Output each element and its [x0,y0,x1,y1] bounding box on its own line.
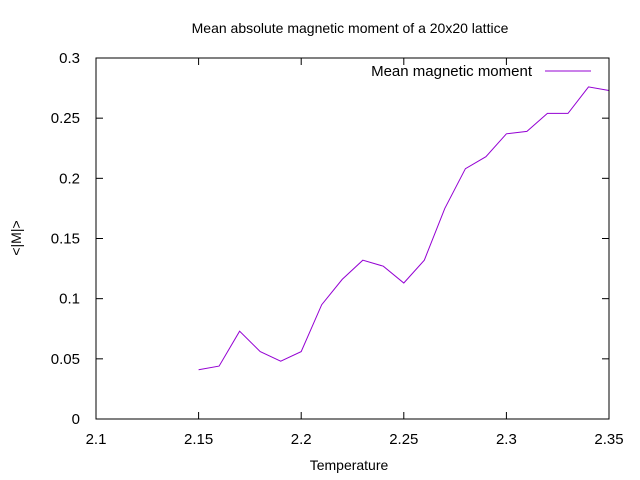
y-tick-label: 0.1 [59,291,80,308]
axis-ticks: 2.1 2.15 2.2 2.25 2.3 2.35 0 0.05 0.1 0.15 0.2 0.25… [51,50,624,448]
x-tick-label: 2.1 [86,431,107,448]
x-tick-label: 2.15 [184,431,213,448]
x-axis-label: Temperature [310,457,389,473]
y-tick-label: 0.05 [51,351,80,368]
legend: Mean magnetic moment [371,63,591,80]
y-tick-label: 0.2 [59,170,80,187]
series-line-mean-magnetic-moment [198,86,610,371]
y-tick-label: 0 [72,411,80,428]
chart-title: Mean absolute magnetic moment of a 20x20… [192,20,509,36]
y-tick-label: 0.25 [51,110,80,127]
legend-label: Mean magnetic moment [371,63,533,80]
x-tick-label: 2.25 [389,431,418,448]
x-tick-label: 2.2 [291,431,312,448]
y-axis-label: <|M|> [8,220,24,255]
plot-frame [95,57,610,420]
y-tick-label: 0.15 [51,231,80,248]
x-tick-label: 2.35 [594,431,623,448]
x-tick-label: 2.3 [496,431,517,448]
y-tick-label: 0.3 [59,50,80,67]
